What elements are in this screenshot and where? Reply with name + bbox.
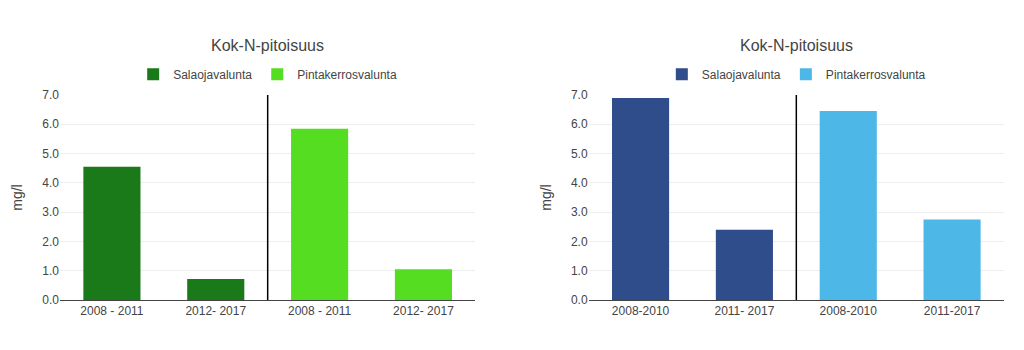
- svg-text:3.0: 3.0: [571, 205, 588, 219]
- svg-text:7.0: 7.0: [42, 88, 59, 102]
- svg-text:Kok-N-pitoisuus: Kok-N-pitoisuus: [211, 37, 324, 54]
- svg-text:2008-2010: 2008-2010: [612, 304, 670, 318]
- svg-text:2.0: 2.0: [42, 235, 59, 249]
- svg-text:6.0: 6.0: [571, 117, 588, 131]
- svg-text:2008-2010: 2008-2010: [820, 304, 878, 318]
- svg-text:3.0: 3.0: [42, 205, 59, 219]
- svg-text:Pintakerrosvalunta: Pintakerrosvalunta: [297, 68, 397, 82]
- svg-text:0.0: 0.0: [42, 293, 59, 307]
- svg-text:6.0: 6.0: [42, 117, 59, 131]
- svg-text:2011-2017: 2011-2017: [924, 304, 981, 318]
- svg-text:Salaojavalunta: Salaojavalunta: [702, 68, 781, 82]
- svg-text:Salaojavalunta: Salaojavalunta: [173, 68, 252, 82]
- svg-text:4.0: 4.0: [571, 176, 588, 190]
- svg-text:Pintakerrosvalunta: Pintakerrosvalunta: [826, 68, 926, 82]
- svg-text:4.0: 4.0: [42, 176, 59, 190]
- svg-text:2008 - 2011: 2008 - 2011: [80, 304, 143, 318]
- svg-text:1.0: 1.0: [42, 264, 59, 278]
- svg-text:Kok-N-pitoisuus: Kok-N-pitoisuus: [740, 37, 853, 54]
- svg-text:1.0: 1.0: [571, 264, 588, 278]
- svg-text:2012- 2017: 2012- 2017: [393, 304, 454, 318]
- svg-text:2.0: 2.0: [571, 235, 588, 249]
- svg-text:2008 - 2011: 2008 - 2011: [288, 304, 351, 318]
- svg-text:7.0: 7.0: [571, 88, 588, 102]
- svg-text:5.0: 5.0: [571, 147, 588, 161]
- svg-text:mg/l: mg/l: [538, 184, 554, 210]
- svg-text:0.0: 0.0: [571, 293, 588, 307]
- svg-text:mg/l: mg/l: [9, 184, 25, 210]
- svg-text:5.0: 5.0: [42, 147, 59, 161]
- svg-text:2012- 2017: 2012- 2017: [185, 304, 246, 318]
- svg-text:2011- 2017: 2011- 2017: [714, 304, 774, 318]
